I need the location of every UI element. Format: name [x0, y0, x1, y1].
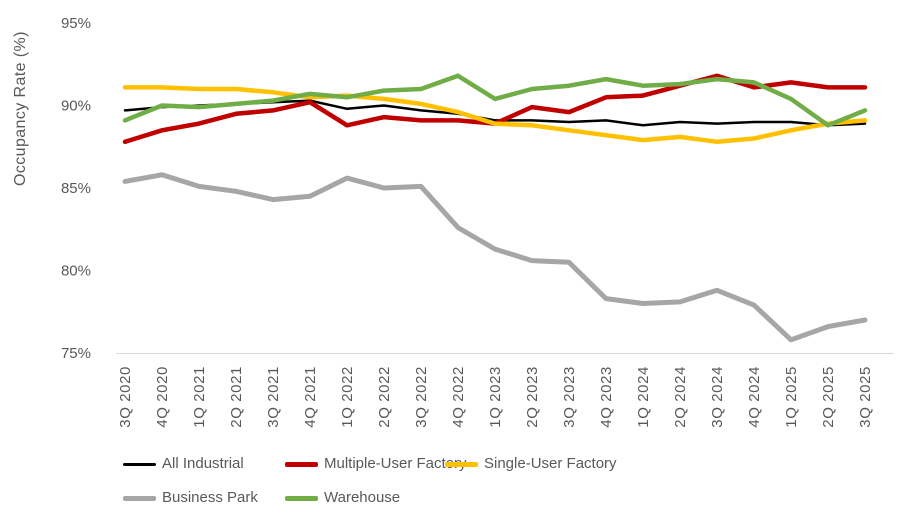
x-axis-tick-label: 2Q 2022	[376, 366, 393, 428]
x-axis-tick-label: 4Q 2024	[746, 366, 763, 428]
x-axis-tick-label: 1Q 2025	[783, 366, 800, 428]
x-axis-tick-label: 3Q 2025	[857, 366, 874, 428]
legend-item-single-user-factory: Single-User Factory	[445, 455, 617, 473]
x-axis-tick-label: 3Q 2022	[413, 366, 430, 428]
x-axis-tick-label: 2Q 2021	[228, 366, 245, 428]
y-axis-tick-label: 90%	[61, 98, 91, 115]
legend-item-multiple-user-factory: Multiple-User Factory	[285, 455, 467, 473]
legend-item-all-industrial: All Industrial	[123, 455, 244, 473]
y-axis-tick-label: 95%	[61, 15, 91, 32]
x-axis-tick-label: 2Q 2025	[820, 366, 837, 428]
series-line-warehouse	[122, 73, 868, 128]
plot-area: 95% 90% 85% 80% 75% 3Q 2020 4Q 2020 1Q 2021 2Q 2…	[61, 15, 894, 428]
x-axis-tick-label: 3Q 2021	[265, 366, 282, 428]
legend-swatch-business-park	[123, 495, 156, 501]
legend-swatch-all-industrial	[123, 462, 156, 466]
legend-swatch-single-user-factory	[445, 461, 478, 467]
legend-swatch-warehouse	[285, 495, 318, 501]
legend-label-multiple-user-factory: Multiple-User Factory	[324, 455, 467, 472]
x-axis-tick-label: 1Q 2024	[635, 366, 652, 428]
x-axis-tick-label: 1Q 2021	[191, 366, 208, 428]
x-axis-tick-label: 1Q 2022	[339, 366, 356, 428]
x-axis-tick-label: 4Q 2021	[302, 366, 319, 428]
x-axis-tick-label: 4Q 2020	[154, 366, 171, 428]
x-axis-tick-label: 2Q 2023	[524, 366, 541, 428]
legend-item-warehouse: Warehouse	[285, 489, 400, 507]
x-axis-tick-label: 1Q 2023	[487, 366, 504, 428]
series-line-business-park	[122, 172, 868, 343]
x-axis-tick-label: 2Q 2024	[672, 366, 689, 428]
legend-label-single-user-factory: Single-User Factory	[484, 455, 617, 472]
y-axis-tick-label: 85%	[61, 180, 91, 197]
x-axis-tick-label: 4Q 2022	[450, 366, 467, 428]
legend-item-business-park: Business Park	[123, 489, 258, 507]
series-line-single-user-factory	[122, 85, 868, 145]
legend-swatch-multiple-user-factory	[285, 461, 318, 467]
legend-label-all-industrial: All Industrial	[162, 455, 244, 472]
x-axis-tick-label: 3Q 2023	[561, 366, 578, 428]
legend-label-warehouse: Warehouse	[324, 489, 401, 506]
y-axis-tick-label: 80%	[61, 263, 91, 280]
series-line-multiple-user-factory	[122, 73, 868, 145]
x-axis-tick-label: 3Q 2020	[117, 366, 134, 428]
legend-label-business-park: Business Park	[162, 489, 258, 506]
y-axis-tick-label: 75%	[61, 345, 91, 362]
x-axis-tick-label: 4Q 2023	[598, 366, 615, 428]
x-axis-tick-label: 3Q 2024	[709, 366, 726, 428]
